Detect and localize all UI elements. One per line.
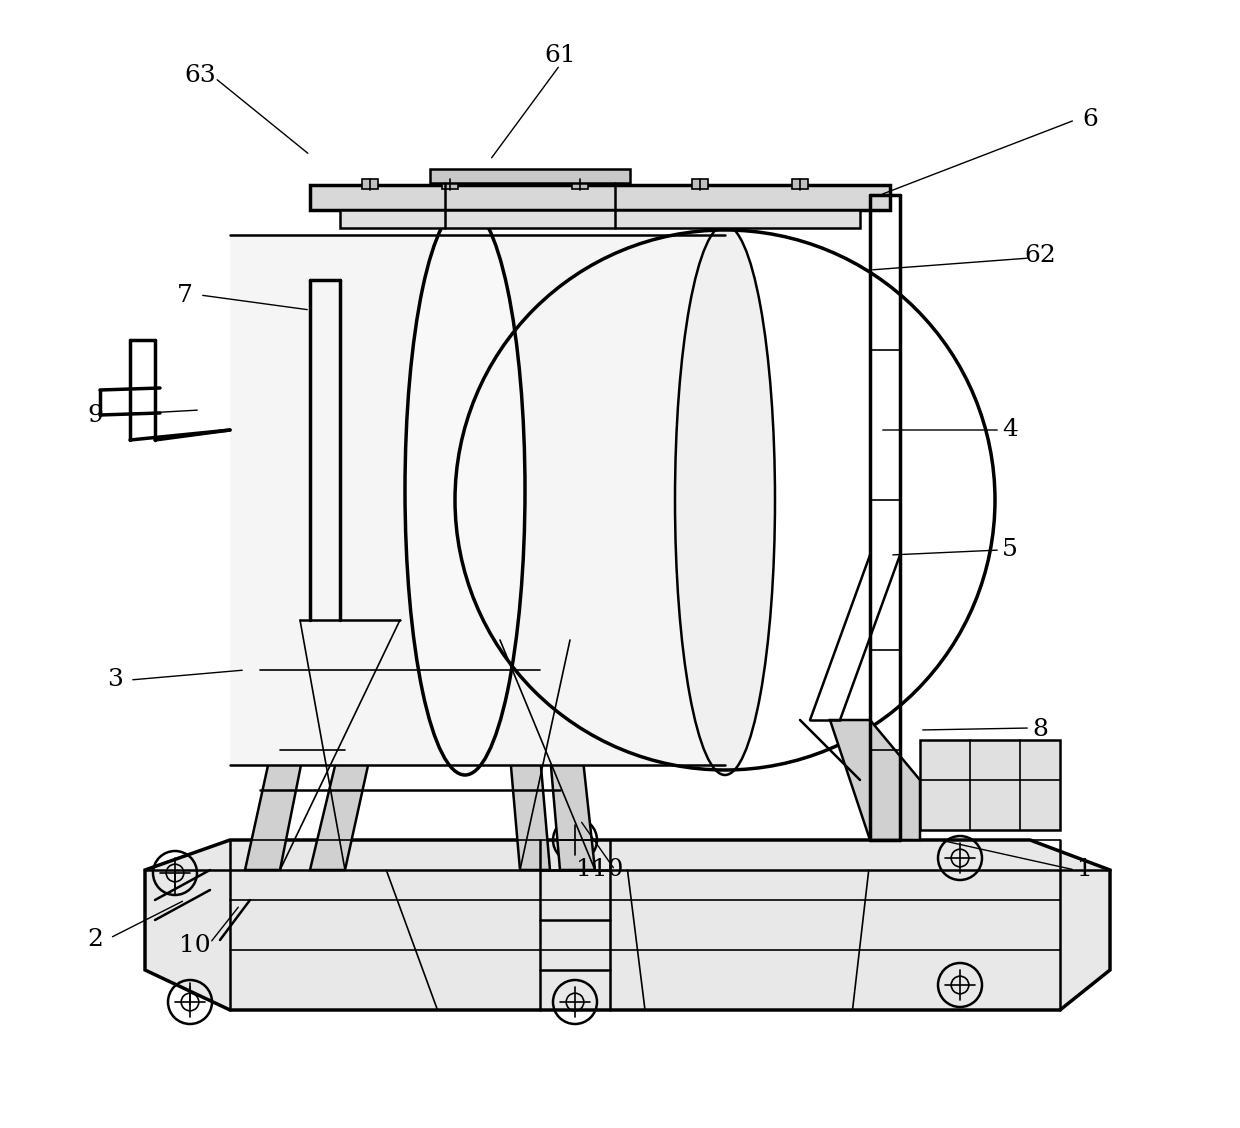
Polygon shape <box>229 235 725 765</box>
Bar <box>340 210 861 228</box>
Text: 10: 10 <box>180 934 211 957</box>
Text: 6: 6 <box>1083 108 1097 132</box>
Text: 61: 61 <box>544 44 575 67</box>
Bar <box>441 179 458 190</box>
Bar <box>362 179 378 190</box>
Text: 8: 8 <box>1032 719 1048 741</box>
Text: 2: 2 <box>87 928 103 952</box>
Bar <box>692 179 708 190</box>
Text: 1: 1 <box>1078 858 1092 881</box>
Polygon shape <box>539 640 595 870</box>
Polygon shape <box>246 620 330 870</box>
Text: 110: 110 <box>577 858 624 881</box>
Ellipse shape <box>675 224 775 775</box>
Text: 62: 62 <box>1024 244 1056 266</box>
Bar <box>792 179 808 190</box>
Polygon shape <box>830 720 920 840</box>
Text: 4: 4 <box>1002 418 1018 441</box>
Bar <box>572 179 588 190</box>
Text: 9: 9 <box>87 404 103 426</box>
Polygon shape <box>500 640 551 870</box>
Bar <box>310 185 890 210</box>
Polygon shape <box>310 620 401 870</box>
Bar <box>430 169 630 183</box>
Text: 7: 7 <box>177 283 193 307</box>
Polygon shape <box>145 840 1110 1010</box>
Text: 5: 5 <box>1002 538 1018 562</box>
Ellipse shape <box>405 205 525 775</box>
Text: 63: 63 <box>184 63 216 87</box>
Bar <box>920 740 1060 830</box>
Text: 3: 3 <box>107 669 123 691</box>
